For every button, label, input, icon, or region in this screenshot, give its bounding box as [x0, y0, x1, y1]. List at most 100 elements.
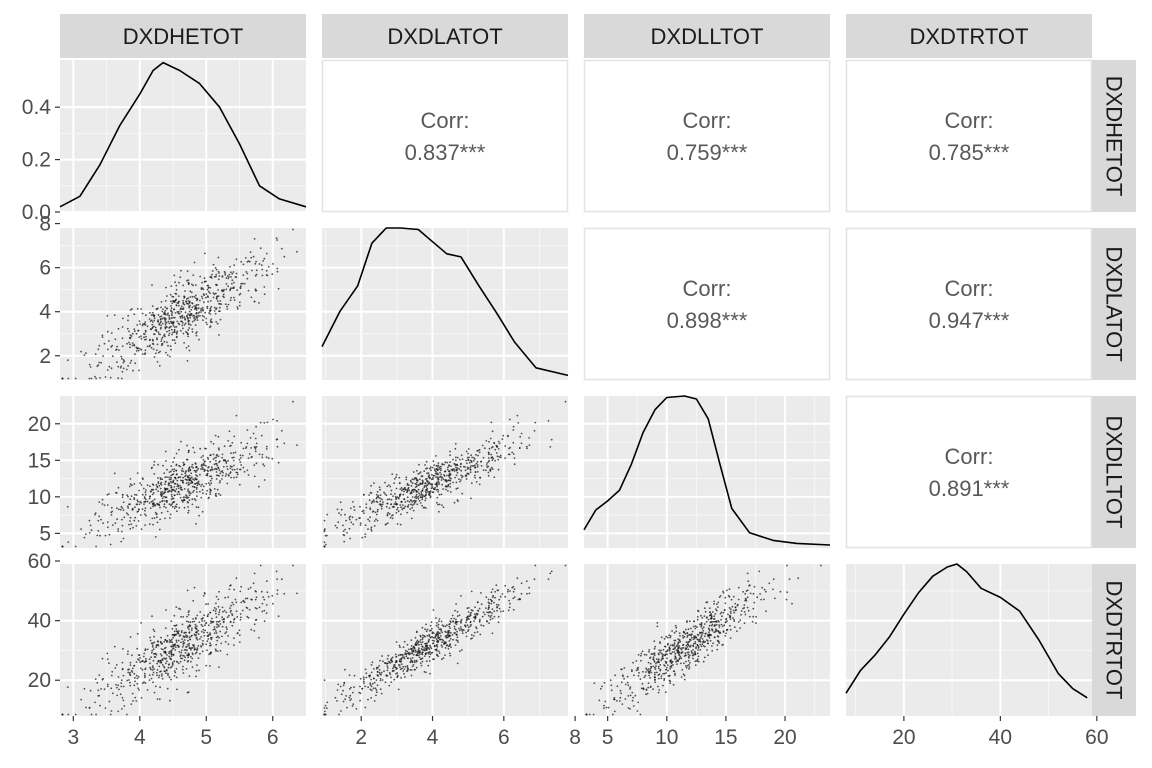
scatter-point [733, 626, 736, 629]
scatter-point [718, 624, 721, 627]
scatter-point [188, 675, 191, 677]
scatter-point [157, 644, 160, 647]
scatter-point [178, 281, 180, 284]
scatter-point [722, 611, 725, 614]
scatter-point [649, 667, 652, 670]
scatter-point [191, 328, 194, 330]
scatter-point [379, 497, 382, 500]
scatter-point [183, 303, 186, 306]
scatter-point [211, 468, 214, 471]
scatter-point [641, 650, 644, 653]
scatter-point [100, 361, 102, 364]
scatter-point [164, 488, 167, 491]
scatter-point [716, 648, 719, 651]
scatter-point [117, 530, 120, 532]
scatter-point [250, 598, 253, 601]
scatter-point [119, 693, 122, 696]
scatter-point [178, 506, 181, 509]
scatter-point [488, 447, 491, 450]
scatter-point [396, 523, 399, 525]
scatter-point [489, 470, 492, 472]
scatter-point [186, 360, 189, 362]
scatter-point [403, 668, 406, 670]
scatter-point [432, 460, 435, 463]
scatter-point [379, 500, 382, 503]
scatter-point [494, 448, 497, 451]
scatter-point [416, 642, 419, 645]
scatter-point [192, 478, 194, 480]
scatter-point [478, 448, 481, 451]
scatter-point [187, 501, 190, 504]
scatter-point [737, 621, 740, 623]
scatter-point [168, 327, 171, 329]
scatter-point [442, 488, 444, 490]
scatter-point [353, 505, 355, 508]
scatter-point [339, 501, 342, 504]
scatter-point [424, 482, 427, 484]
scatter-point [163, 640, 166, 643]
scatter-point [122, 317, 124, 320]
scatter-point [222, 293, 225, 296]
scatter-point [467, 459, 469, 461]
scatter-point [425, 484, 427, 487]
scatter-point [653, 661, 656, 663]
scatter-point [485, 440, 488, 442]
strip-dxdlatot [322, 14, 568, 58]
scatter-point [657, 665, 660, 668]
scatter-point [149, 507, 152, 509]
scatter-point [173, 507, 176, 510]
scatter-point [61, 713, 64, 716]
scatter-point [342, 689, 344, 692]
scatter-point [490, 446, 493, 449]
scatter-point [344, 528, 346, 531]
scatter-point [272, 418, 274, 421]
scatter-point [218, 272, 220, 274]
scatter-point [396, 672, 399, 674]
scatter-point [190, 308, 193, 311]
scatter-point [106, 658, 109, 660]
scatter-point [507, 588, 509, 591]
scatter-point [518, 597, 521, 600]
scatter-point [131, 308, 133, 310]
scatter-point [191, 657, 194, 660]
scatter-point [660, 649, 662, 652]
scatter-point [115, 492, 118, 494]
scatter-point [215, 273, 218, 276]
scatter-point [711, 611, 714, 613]
scatter-point [200, 295, 203, 298]
scatter-point [461, 630, 464, 632]
scatter-point [340, 508, 343, 511]
scatter-point [187, 297, 190, 300]
scatter-point [666, 666, 668, 669]
scatter-point [120, 365, 123, 368]
scatter-point [182, 496, 185, 499]
scatter-point [370, 530, 373, 532]
scatter-point [694, 642, 697, 645]
scatter-point [665, 668, 667, 671]
scatter-point [190, 655, 192, 658]
scatter-point [136, 632, 139, 635]
scatter-point [134, 493, 136, 496]
scatter-point [233, 456, 235, 459]
scatter-point [161, 322, 164, 325]
scatter-point [210, 644, 212, 646]
scatter-point [167, 482, 170, 484]
scatter-point [201, 281, 204, 284]
scatter-point [405, 476, 408, 479]
scatter-point [201, 314, 204, 317]
scatter-point [187, 656, 190, 659]
scatter-point [686, 646, 689, 648]
scatter-point [367, 698, 369, 701]
scatter-point [666, 636, 669, 639]
scatter-point [432, 636, 435, 639]
scatter-point [609, 679, 612, 682]
scatter-point [156, 521, 159, 524]
scatter-point [488, 602, 491, 605]
scatter-point [130, 669, 133, 672]
scatter-point [207, 286, 210, 289]
scatter-point [467, 473, 470, 475]
scatter-point [704, 610, 707, 613]
x-tick-label: 3 [67, 726, 79, 749]
scatter-point [384, 662, 386, 664]
scatter-point [185, 298, 188, 300]
